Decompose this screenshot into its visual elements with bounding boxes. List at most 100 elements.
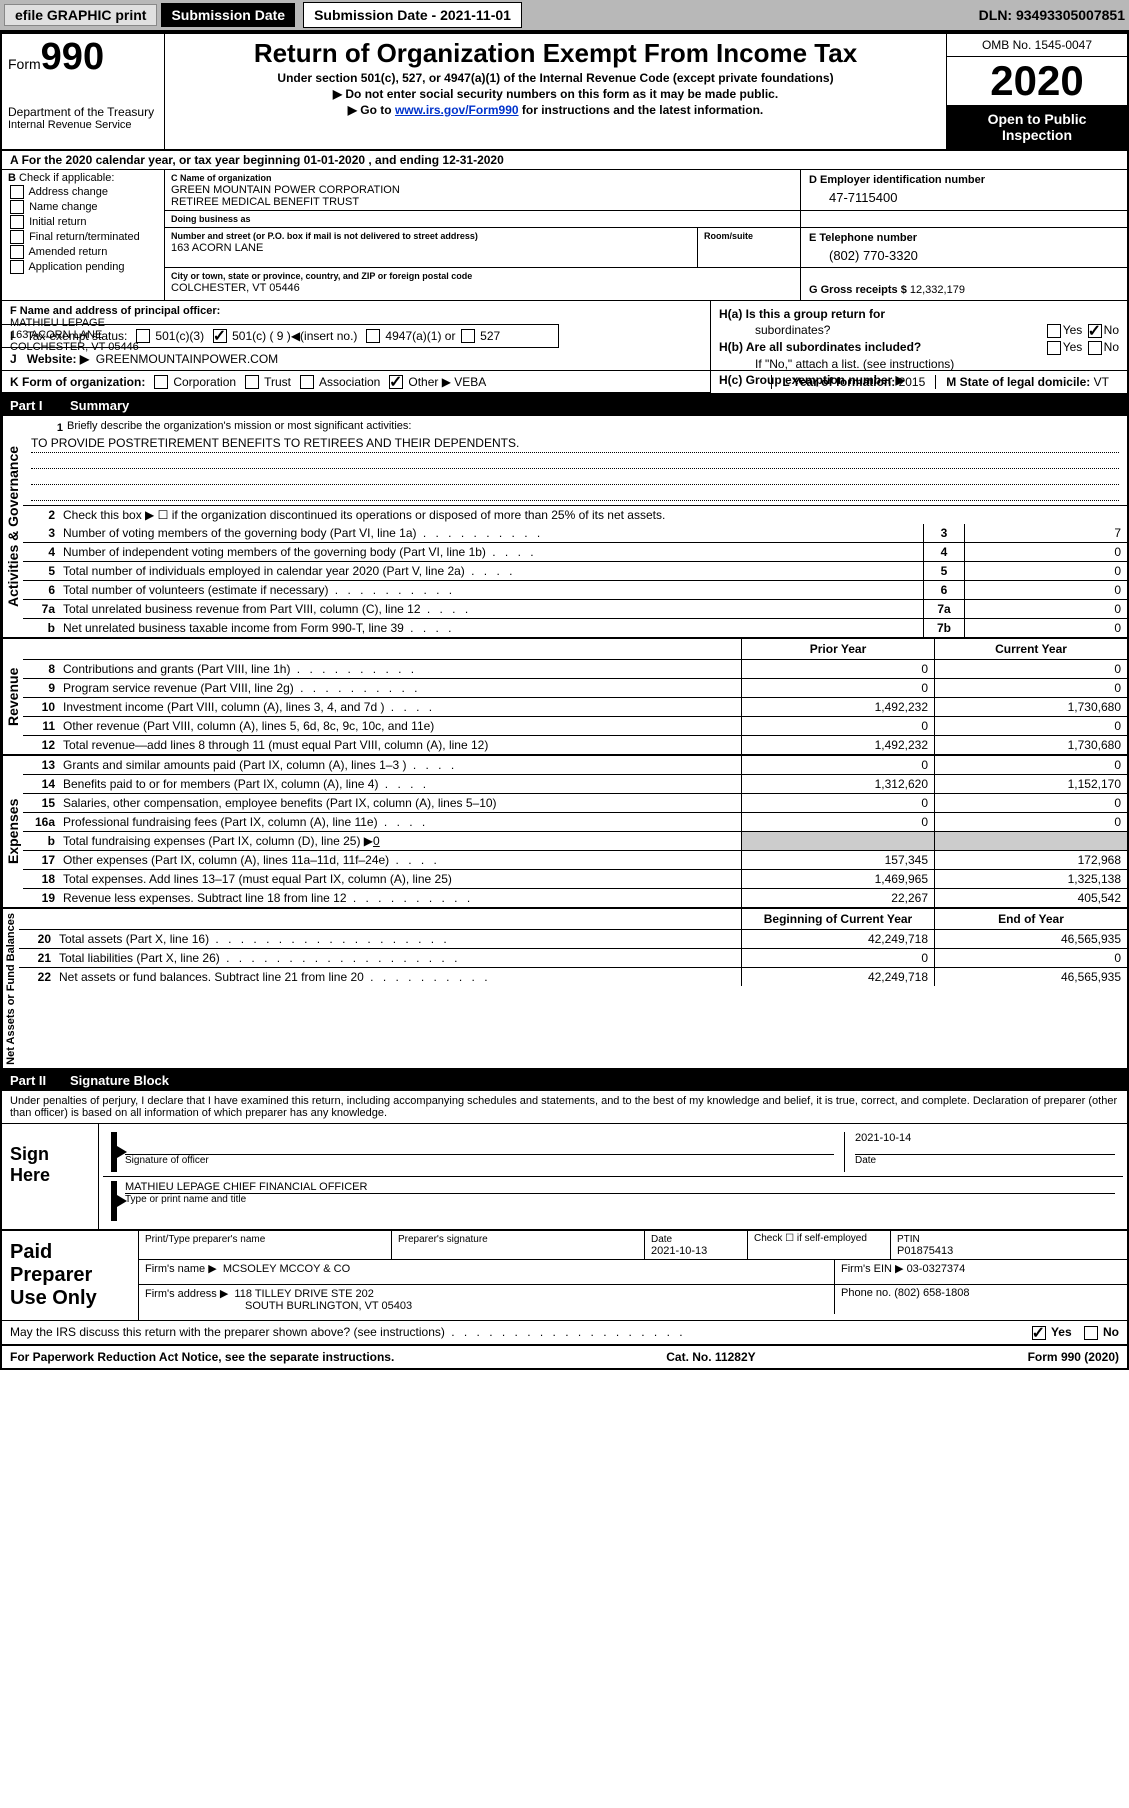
dln-label: DLN: 93493305007851 xyxy=(979,7,1125,23)
corp-checkbox[interactable] xyxy=(154,375,168,389)
line-21-prior: 0 xyxy=(741,949,934,967)
officer-name-title: MATHIEU LEPAGE CHIEF FINANCIAL OFFICER xyxy=(125,1181,1115,1193)
line-18-current: 1,325,138 xyxy=(934,870,1127,888)
line-14-current: 1,152,170 xyxy=(934,775,1127,793)
firm-name: MCSOLEY MCCOY & CO xyxy=(223,1263,350,1275)
efile-print-button[interactable]: efile GRAPHIC print xyxy=(4,4,157,26)
discuss-row: May the IRS discuss this return with the… xyxy=(2,1321,1127,1346)
net-assets-section: Net Assets or Fund Balances Beginning of… xyxy=(2,909,1127,1071)
revenue-section: Revenue Prior YearCurrent Year 8Contribu… xyxy=(2,639,1127,756)
line-9-prior: 0 xyxy=(741,679,934,697)
line-3-val: 7 xyxy=(965,524,1127,542)
501c3-checkbox[interactable] xyxy=(136,329,150,343)
line-13-prior: 0 xyxy=(741,756,934,774)
open-to-public-badge: Open to PublicInspection xyxy=(947,105,1127,149)
line-15-current: 0 xyxy=(934,794,1127,812)
line-13-current: 0 xyxy=(934,756,1127,774)
preparer-date: 2021-10-13 xyxy=(651,1245,707,1257)
line-4-val: 0 xyxy=(965,543,1127,561)
line-14-prior: 1,312,620 xyxy=(741,775,934,793)
form-header: Form990 Department of the Treasury Inter… xyxy=(2,34,1127,151)
dept-treasury: Department of the Treasury xyxy=(8,105,158,119)
ha-no-checkbox[interactable] xyxy=(1088,324,1102,338)
street-address: 163 ACORN LANE xyxy=(171,242,263,254)
line-5-val: 0 xyxy=(965,562,1127,580)
application-pending-checkbox[interactable] xyxy=(10,260,24,274)
ptin-value: P01875413 xyxy=(897,1245,953,1257)
other-checkbox[interactable] xyxy=(389,375,403,389)
header-left-cell: Form990 Department of the Treasury Inter… xyxy=(2,34,165,149)
submission-date-value: Submission Date - 2021-11-01 xyxy=(303,2,522,28)
current-year-header: Current Year xyxy=(935,639,1127,659)
section-d: D Employer identification number 47-7115… xyxy=(800,170,1127,210)
line-16a-prior: 0 xyxy=(741,813,934,831)
line-12-prior: 1,492,232 xyxy=(741,736,934,754)
sign-here-section: Sign Here Signature of officer 2021-10-1… xyxy=(2,1124,1127,1231)
perjury-statement: Under penalties of perjury, I declare th… xyxy=(2,1091,1127,1124)
signature-arrow-icon xyxy=(111,1132,117,1172)
line-8-current: 0 xyxy=(934,660,1127,678)
section-e: E Telephone number (802) 770-3320 xyxy=(800,228,1127,267)
irs-link[interactable]: www.irs.gov/Form990 xyxy=(395,103,519,117)
line-19-prior: 22,267 xyxy=(741,889,934,907)
paid-preparer-section: Paid Preparer Use Only Print/Type prepar… xyxy=(2,1231,1127,1321)
line-21-current: 0 xyxy=(934,949,1127,967)
ha-yes-checkbox[interactable] xyxy=(1047,324,1061,338)
header-right-cell: OMB No. 1545-0047 2020 Open to PublicIns… xyxy=(946,34,1127,149)
form-subhead: Under section 501(c), 527, or 4947(a)(1)… xyxy=(173,71,938,85)
name-change-checkbox[interactable] xyxy=(10,200,24,214)
line-20-current: 46,565,935 xyxy=(934,930,1127,948)
mission-text: TO PROVIDE POSTRETIREMENT BENEFITS TO RE… xyxy=(31,436,1119,453)
501c-checkbox[interactable] xyxy=(213,329,227,343)
hb-no-checkbox[interactable] xyxy=(1088,341,1102,355)
name-arrow-icon xyxy=(111,1181,117,1221)
4947-checkbox[interactable] xyxy=(366,329,380,343)
hb-yes-checkbox[interactable] xyxy=(1047,341,1061,355)
form-990-page: Form990 Department of the Treasury Inter… xyxy=(0,32,1129,1370)
line-10-current: 1,730,680 xyxy=(934,698,1127,716)
amended-return-checkbox[interactable] xyxy=(10,245,24,259)
omb-number: OMB No. 1545-0047 xyxy=(947,34,1127,57)
firm-ein: 03-0327374 xyxy=(907,1263,966,1275)
header-center-cell: Return of Organization Exempt From Incom… xyxy=(165,34,946,149)
trust-checkbox[interactable] xyxy=(245,375,259,389)
assoc-checkbox[interactable] xyxy=(300,375,314,389)
address-change-checkbox[interactable] xyxy=(10,185,24,199)
form-title: Return of Organization Exempt From Incom… xyxy=(173,38,938,69)
revenue-label: Revenue xyxy=(2,639,23,754)
line-8-prior: 0 xyxy=(741,660,934,678)
ssn-warning: Do not enter social security numbers on … xyxy=(345,87,778,101)
phone-value: (802) 770-3320 xyxy=(809,248,1119,263)
final-return-checkbox[interactable] xyxy=(10,230,24,244)
section-g: G Gross receipts $ 12,332,179 xyxy=(800,268,1127,300)
line-15-prior: 0 xyxy=(741,794,934,812)
section-c-wrapper: C Name of organization GREEN MOUNTAIN PO… xyxy=(165,170,1127,300)
goto-prefix: Go to xyxy=(360,103,395,117)
line-22-prior: 42,249,718 xyxy=(741,968,934,986)
part-ii-header: Part II Signature Block xyxy=(2,1070,1127,1091)
initial-return-checkbox[interactable] xyxy=(10,215,24,229)
line-22-current: 46,565,935 xyxy=(934,968,1127,986)
discuss-yes-checkbox[interactable] xyxy=(1032,1326,1046,1340)
line-7b-val: 0 xyxy=(965,619,1127,637)
line-17-current: 172,968 xyxy=(934,851,1127,869)
firm-addr2: SOUTH BURLINGTON, VT 05403 xyxy=(245,1300,412,1312)
line-16a-current: 0 xyxy=(934,813,1127,831)
state-domicile: VT xyxy=(1094,375,1109,389)
form-prefix: Form xyxy=(8,56,41,72)
expenses-label: Expenses xyxy=(2,756,23,907)
submission-date-label: Submission Date xyxy=(161,3,295,27)
officer-name: MATHIEU LEPAGE xyxy=(10,317,105,329)
net-assets-label: Net Assets or Fund Balances xyxy=(2,909,19,1069)
firm-addr1: 118 TILLEY DRIVE STE 202 xyxy=(234,1288,373,1300)
discuss-no-checkbox[interactable] xyxy=(1084,1326,1098,1340)
527-checkbox[interactable] xyxy=(461,329,475,343)
paid-preparer-label: Paid Preparer Use Only xyxy=(2,1231,139,1320)
part-i-header: Part I Summary xyxy=(2,395,1127,416)
line-12-current: 1,730,680 xyxy=(934,736,1127,754)
end-year-header: End of Year xyxy=(935,909,1127,929)
tax-year: 2020 xyxy=(947,57,1127,105)
activities-governance-label: Activities & Governance xyxy=(2,416,23,637)
year-formation: 2015 xyxy=(899,375,926,389)
line-19-current: 405,542 xyxy=(934,889,1127,907)
